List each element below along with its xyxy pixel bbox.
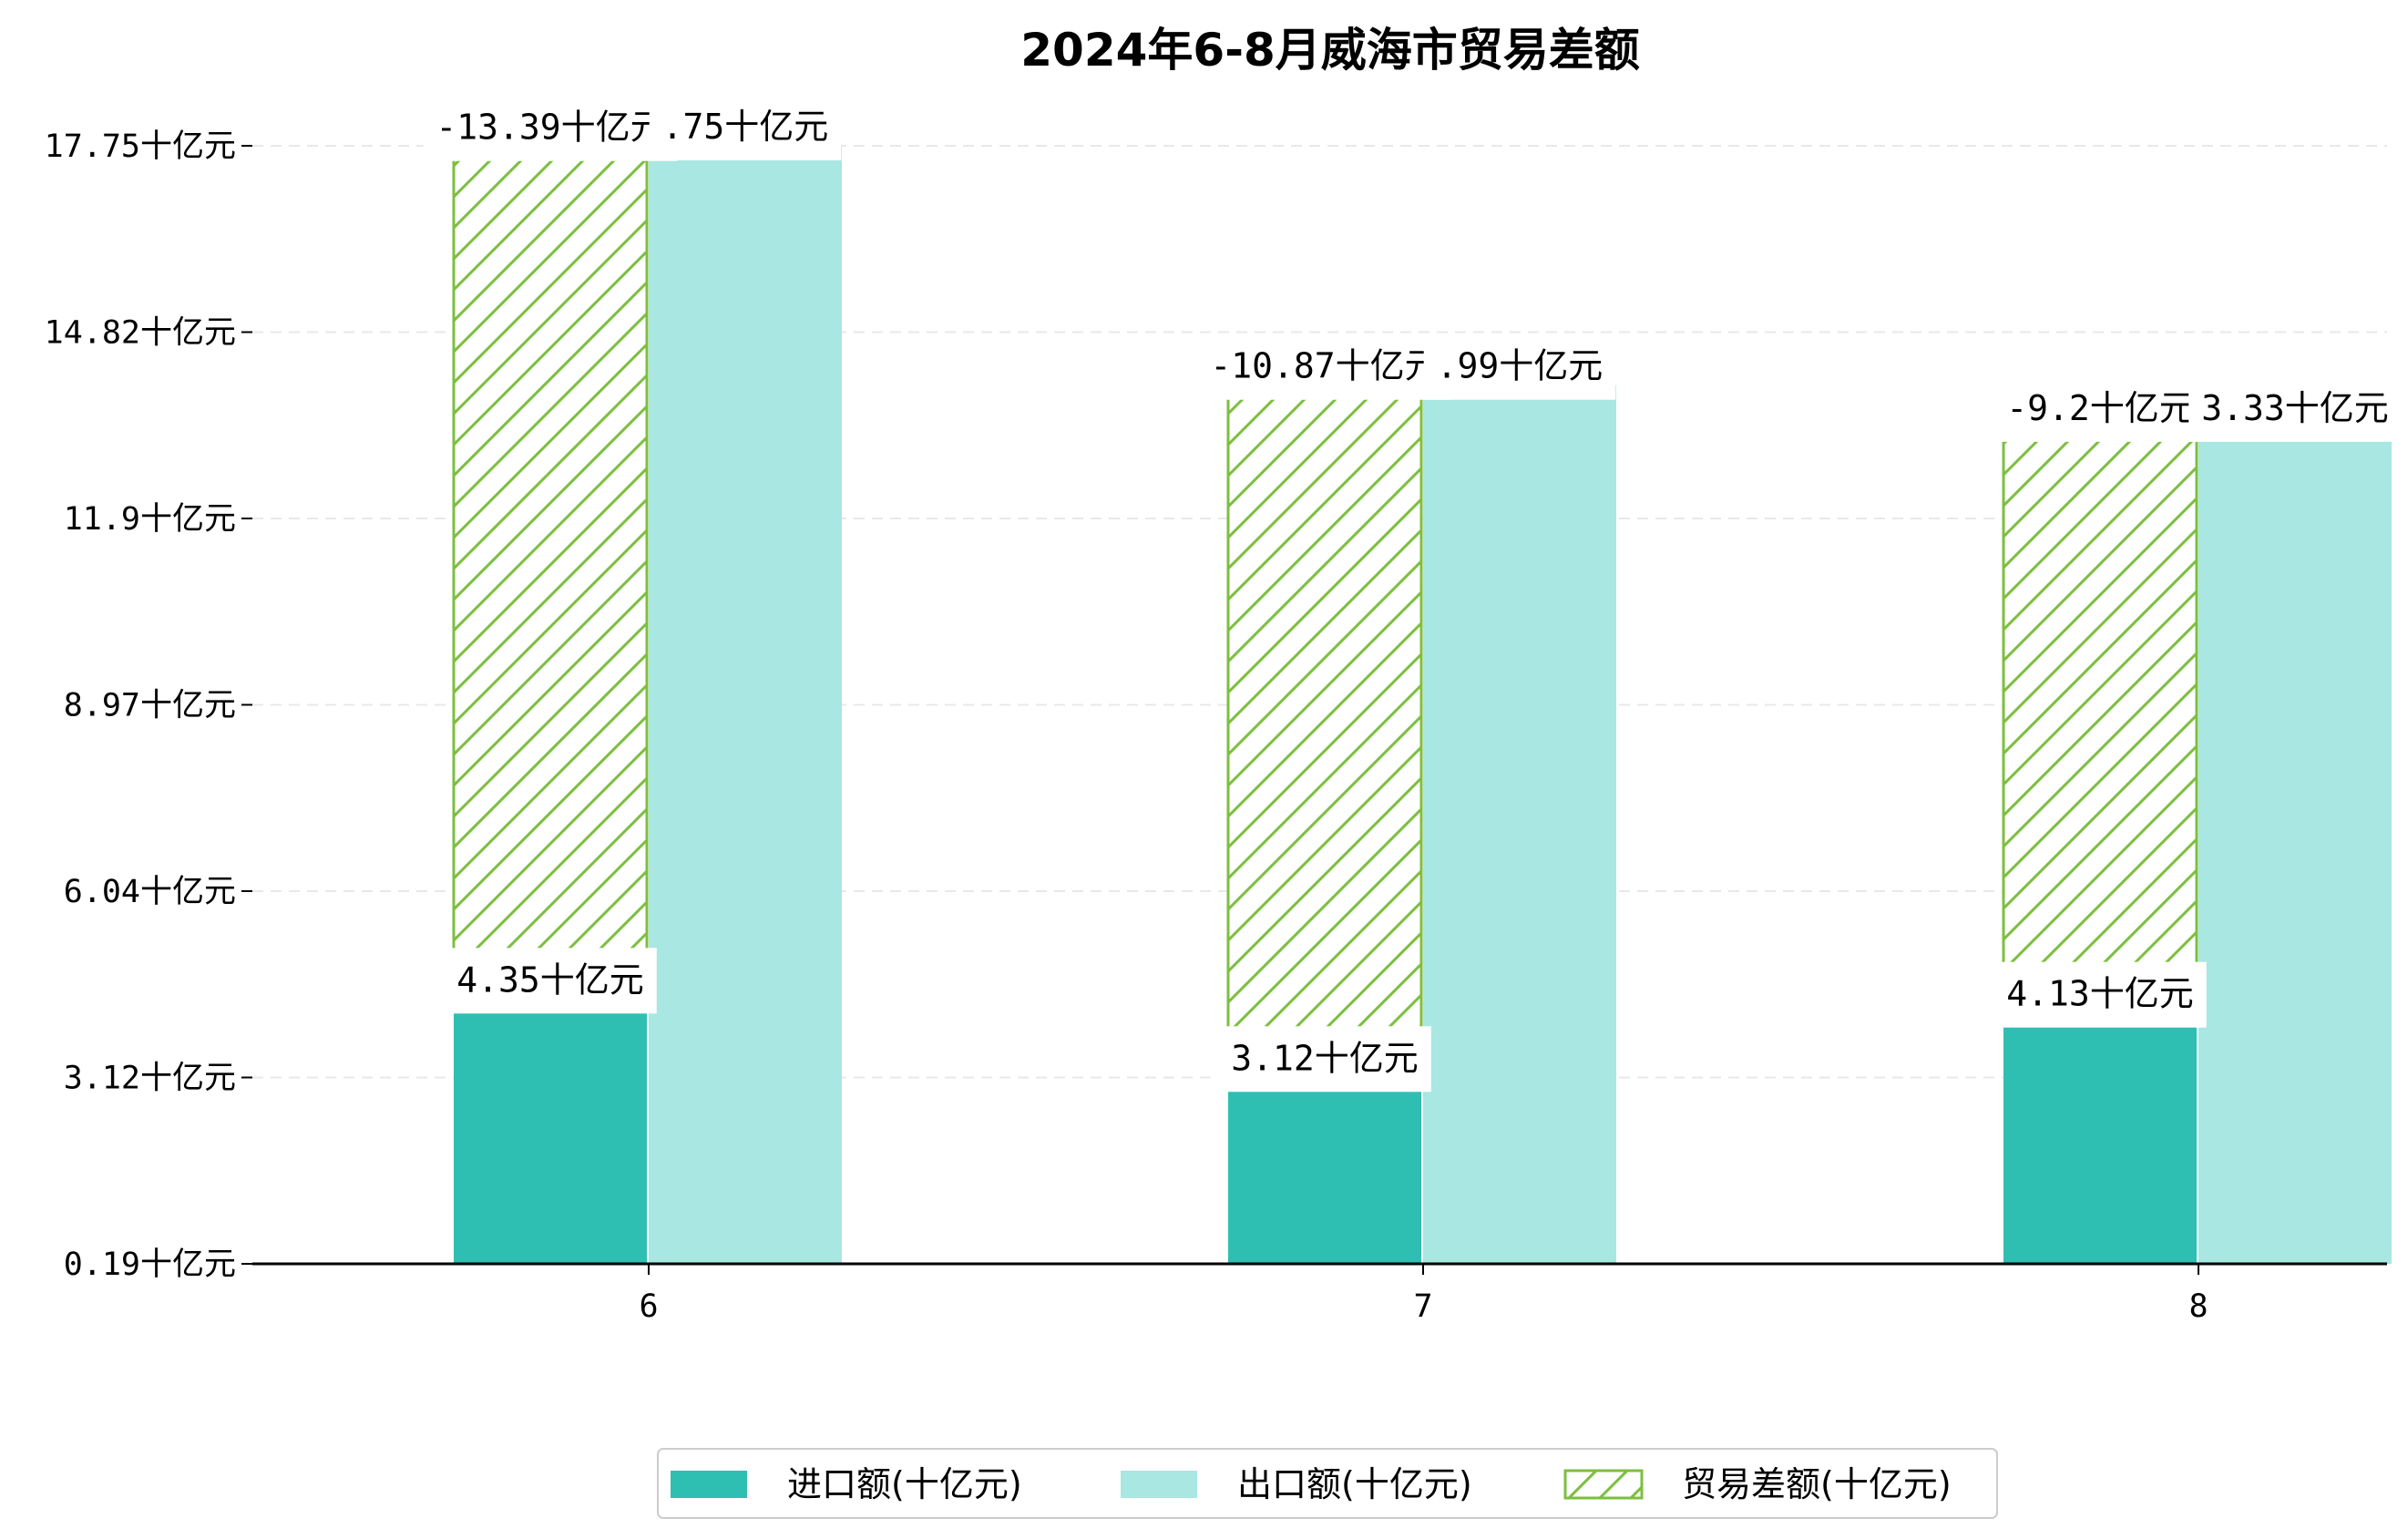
- export-bar: [1423, 385, 1616, 1264]
- export-label-group: .75十亿元: [649, 95, 842, 160]
- import-label-group: 4.13十亿元: [1993, 961, 2207, 1028]
- y-tick-label: 17.75十亿元: [45, 128, 236, 165]
- import-label: 4.13十亿元: [2006, 974, 2194, 1014]
- balance-label-background: [423, 95, 678, 161]
- legend-label: 出口额(十亿元): [1237, 1464, 1472, 1504]
- export-label: 3.33十亿元: [2201, 388, 2389, 428]
- y-tick-label: 14.82十亿元: [45, 315, 236, 352]
- import-bar: [1228, 1077, 1421, 1264]
- balance-label: -13.39十亿元: [435, 108, 664, 148]
- legend-label: 进口额(十亿元): [787, 1464, 1022, 1504]
- import-label-background: [1993, 961, 2207, 1028]
- legend-swatch: [671, 1471, 747, 1498]
- bars: [452, 145, 2392, 1264]
- legend-swatch: [1121, 1471, 1197, 1498]
- balance-label: -9.2十亿元: [2006, 388, 2194, 428]
- balance-label-background: [1197, 333, 1452, 400]
- legend: 进口额(十亿元) 出口额(十亿元) 贸易差额(十亿元): [657, 1448, 1998, 1519]
- x-tick-label: 7: [1413, 1288, 1432, 1325]
- y-tick-label: 8.97十亿元: [64, 688, 236, 724]
- export-label-group: 3.33十亿元: [2188, 375, 2402, 442]
- y-tick-label: 11.9十亿元: [64, 501, 236, 538]
- export-label-background: [649, 95, 842, 160]
- export-label-background: [1423, 333, 1616, 400]
- export-bar: [649, 146, 842, 1264]
- import-label-group: 3.12十亿元: [1218, 1026, 1431, 1093]
- balance-label: -10.87十亿元: [1210, 346, 1439, 386]
- export-label: .75十亿元: [662, 107, 829, 147]
- balance-bar: [452, 145, 649, 1000]
- import-label-background: [444, 948, 657, 1014]
- data-labels: -13.39十亿元 4.35十亿元 .75十亿元 -10.87十亿元 3.12十亿元 .9…: [423, 95, 2402, 1093]
- legend-box: [657, 1448, 1998, 1519]
- export-label-background: [2188, 375, 2402, 442]
- balance-bar: [1226, 384, 1423, 1079]
- y-tick-label: 6.04十亿元: [64, 874, 236, 910]
- balance-label-background: [1993, 375, 2207, 442]
- export-bar: [2198, 426, 2392, 1264]
- y-tick-label: 3.12十亿元: [64, 1061, 236, 1097]
- balance-bar: [2002, 426, 2198, 1015]
- import-label: 4.35十亿元: [456, 959, 644, 1000]
- balance-label-group: -10.87十亿元: [1197, 333, 1452, 400]
- import-bar: [2003, 1012, 2197, 1264]
- legend-swatch: [1563, 1469, 1644, 1500]
- import-label-group: 4.35十亿元: [444, 948, 657, 1014]
- y-tick-label: 0.19十亿元: [64, 1247, 236, 1283]
- export-label-group: .99十亿元: [1423, 333, 1616, 400]
- x-tick-label: 8: [2188, 1288, 2208, 1325]
- legend-label: 贸易差额(十亿元): [1682, 1464, 1952, 1504]
- import-label-background: [1218, 1026, 1431, 1093]
- chart-title: 2024年6-8月威海市贸易差额: [1020, 24, 1640, 77]
- x-tick-label: 6: [639, 1288, 658, 1325]
- import-bar: [454, 999, 647, 1264]
- export-label: .99十亿元: [1437, 346, 1604, 386]
- axes: 0.19十亿元 3.12十亿元 6.04十亿元 8.97十亿元 11.9十亿元 14.82…: [45, 128, 2387, 1325]
- balance-label-group: -13.39十亿元: [423, 95, 678, 161]
- balance-label-group: -9.2十亿元: [1993, 375, 2207, 442]
- import-label: 3.12十亿元: [1231, 1038, 1419, 1078]
